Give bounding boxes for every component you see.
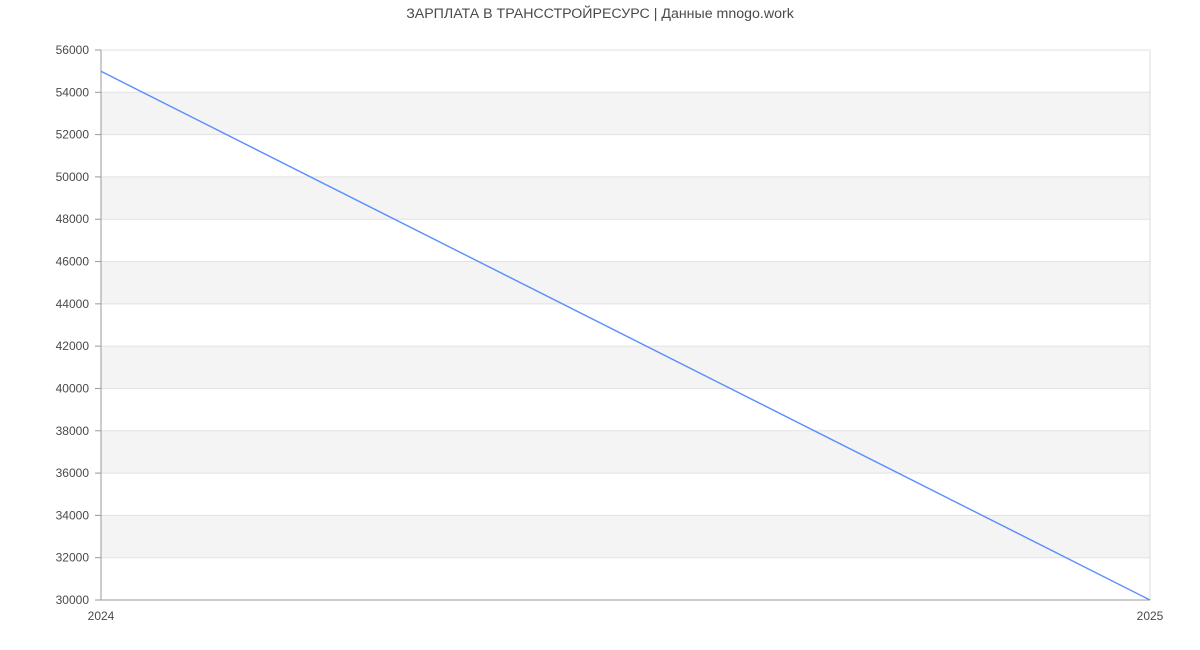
svg-text:44000: 44000 bbox=[56, 297, 90, 311]
svg-text:54000: 54000 bbox=[56, 85, 90, 99]
svg-text:30000: 30000 bbox=[56, 593, 90, 607]
svg-text:46000: 46000 bbox=[56, 255, 90, 269]
svg-text:52000: 52000 bbox=[56, 128, 90, 142]
svg-text:32000: 32000 bbox=[56, 551, 90, 565]
svg-text:56000: 56000 bbox=[56, 43, 90, 57]
svg-text:40000: 40000 bbox=[56, 381, 90, 395]
svg-text:48000: 48000 bbox=[56, 212, 90, 226]
svg-text:42000: 42000 bbox=[56, 339, 90, 353]
svg-text:50000: 50000 bbox=[56, 170, 90, 184]
svg-text:36000: 36000 bbox=[56, 466, 90, 480]
svg-text:38000: 38000 bbox=[56, 424, 90, 438]
svg-text:2025: 2025 bbox=[1137, 609, 1164, 623]
svg-text:34000: 34000 bbox=[56, 508, 90, 522]
svg-text:2024: 2024 bbox=[88, 609, 115, 623]
